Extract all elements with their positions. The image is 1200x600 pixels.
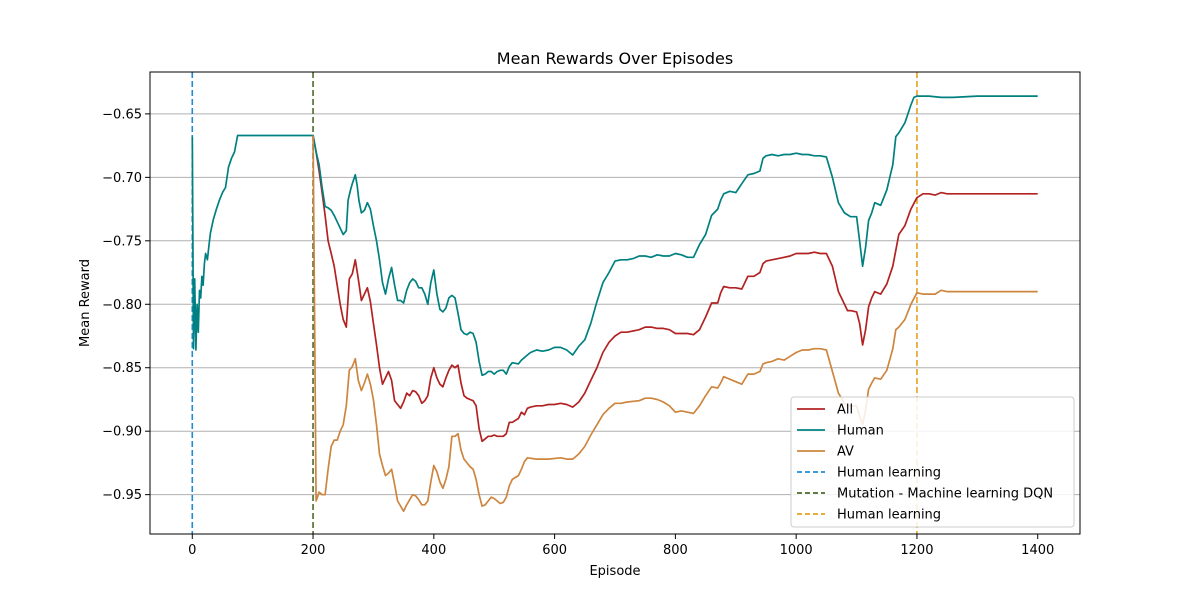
x-tick-label: 400 [421, 543, 446, 558]
legend: All Human AV Human learning Mutation - Machi… [790, 396, 1075, 528]
x-tick-label: 1400 [1021, 543, 1054, 558]
x-tick-label: 1200 [900, 543, 933, 558]
y-tick-label: −0.90 [102, 425, 142, 440]
y-tick-label: −0.95 [102, 488, 142, 503]
plot-frame [149, 71, 1081, 535]
legend-label: Human [837, 424, 884, 439]
x-tick-label: 0 [188, 543, 196, 558]
y-axis-label: Mean Reward [78, 259, 93, 347]
x-axis-ticks: 0 200 400 600 800 1000 1200 1400 [188, 534, 1054, 558]
chart-title: Mean Rewards Over Episodes [497, 49, 733, 68]
y-tick-label: −0.80 [102, 298, 142, 313]
legend-box [790, 396, 1075, 528]
gridlines [150, 113, 1080, 496]
series-line-human [191, 95, 1038, 377]
y-axis-ticks: −0.65 −0.70 −0.75 −0.80 −0.85 −0.90 −0.95 [102, 107, 150, 503]
y-tick-label: −0.65 [102, 107, 142, 122]
legend-label: AV [837, 445, 854, 460]
y-tick-label: −0.75 [102, 234, 142, 249]
x-tick-label: 600 [542, 543, 567, 558]
y-tick-label: −0.85 [102, 361, 142, 376]
x-tick-label: 1000 [780, 543, 813, 558]
series-line-all [312, 135, 1038, 443]
legend-label: Human learning [837, 466, 941, 481]
legend-label: All [837, 403, 853, 418]
y-tick-label: −0.70 [102, 171, 142, 186]
legend-label: Mutation - Machine learning DQN [837, 487, 1053, 502]
x-tick-label: 800 [663, 543, 688, 558]
x-tick-label: 200 [301, 543, 326, 558]
legend-label: Human learning [837, 508, 941, 523]
x-axis-label: Episode [589, 564, 640, 579]
